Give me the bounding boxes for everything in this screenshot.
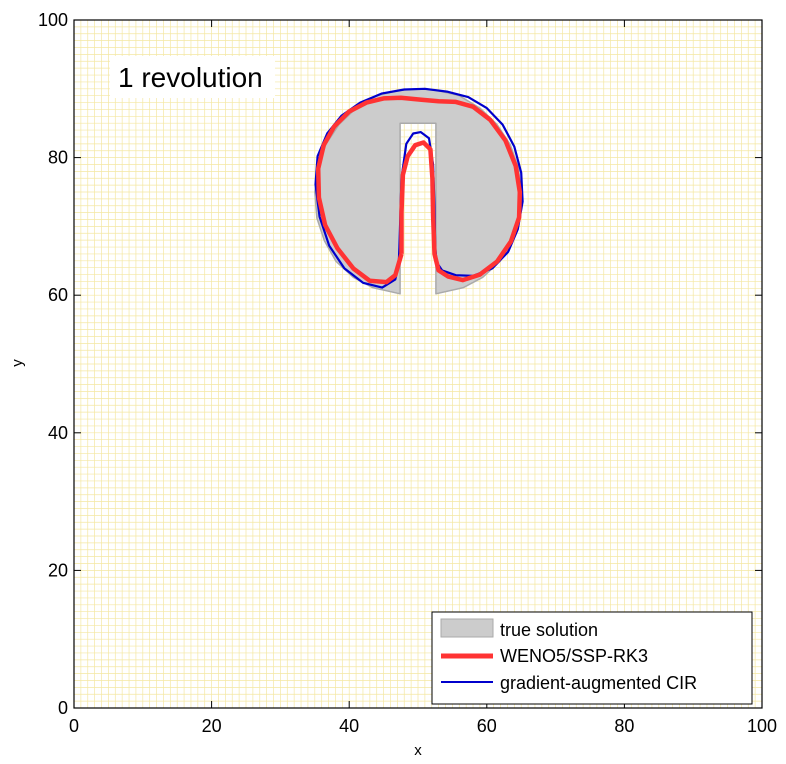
series-true-solution	[314, 88, 522, 295]
y-axis-label: y	[9, 359, 26, 367]
series-weno5-ssp-rk3	[315, 95, 523, 285]
legend-label-cir: gradient-augmented CIR	[500, 673, 697, 693]
legend-swatch-true-solution	[440, 618, 494, 638]
series-layer	[314, 87, 524, 295]
legend: true solution WENO5/SSP-RK3 gradient-aug…	[431, 611, 753, 705]
y-tick-label: 60	[48, 285, 68, 305]
annotation-background	[110, 56, 275, 98]
x-axis-label: x	[414, 742, 422, 759]
x-tick-label: 80	[614, 716, 634, 736]
y-tick-label: 100	[38, 10, 68, 30]
y-tick-label: 40	[48, 423, 68, 443]
x-tick-label: 20	[202, 716, 222, 736]
y-tick-label: 20	[48, 560, 68, 580]
legend-label-true-solution: true solution	[500, 620, 598, 640]
y-tick-label: 80	[48, 148, 68, 168]
legend-label-weno5: WENO5/SSP-RK3	[500, 646, 648, 666]
annotation-box: 1 revolution	[110, 56, 275, 98]
x-tick-label: 100	[747, 716, 777, 736]
annotation-text: 1 revolution	[118, 62, 263, 93]
grid	[74, 20, 762, 708]
axis-ticks: 0 20 40 60 80 100 0 20 40 60 80 100	[38, 10, 777, 736]
x-tick-label: 0	[69, 716, 79, 736]
y-tick-label: 0	[58, 698, 68, 718]
x-tick-label: 60	[477, 716, 497, 736]
x-tick-label: 40	[339, 716, 359, 736]
plot-frame	[73, 19, 763, 709]
